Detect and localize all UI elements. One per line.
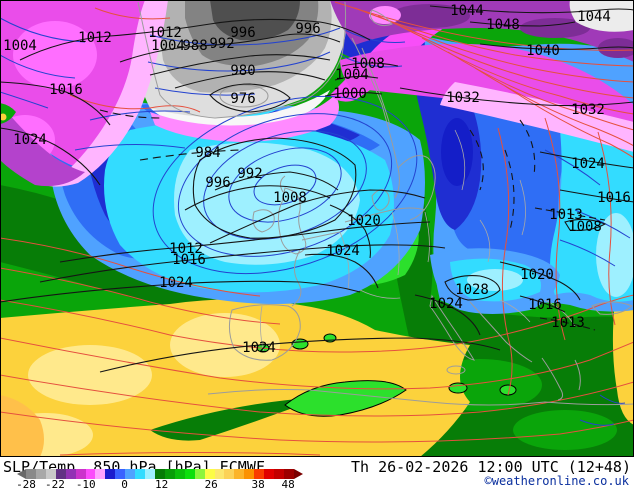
colorbar-segment [105,469,116,479]
colorbar-tick-label: 0 [121,478,128,490]
colorbar-segment [75,469,86,479]
pressure-label: 1024 [13,132,47,148]
colorbar-tick-label: 26 [204,478,218,490]
pressure-label: 980 [230,63,255,79]
pressure-label: 1008 [568,219,602,235]
coastline-layer [137,1,634,406]
colorbar-segment [204,469,215,479]
colorbar-tick-label: -28 [16,478,36,490]
colorbar-segment [194,469,205,479]
colorbar-segment [95,469,106,479]
pressure-label: 996 [230,25,255,41]
colorbar-tick-label: 48 [281,478,295,490]
colorbar-segment [154,469,165,479]
isotherm-blue-layer [0,17,631,426]
colorbar-segment [125,469,136,479]
colorbar-segment [184,469,195,479]
pressure-label: 1044 [577,9,611,25]
pressure-label: 1024 [429,296,463,312]
copyright-watermark: ©weatheronline.co.uk [484,474,630,488]
pressure-label: 1012 [78,30,112,46]
colorbar-segment [55,469,66,479]
pressure-label: 984 [195,145,220,161]
pressure-label: 1024 [159,275,193,291]
colorbar-tick-label: -10 [75,478,96,490]
pressure-label: 1020 [347,213,381,229]
pressure-label: 1032 [571,102,605,118]
pressure-label: 1028 [455,282,489,298]
colorbar-tick-labels: -28 -22 -10 0 12 26 38 48 [16,478,303,490]
pressure-label: 1024 [326,243,360,259]
map-footer: SLP/Temp. 850 hPa [hPa] ECMWF Th 26-02-2… [0,457,634,490]
colorbar-segment [145,469,155,479]
colorbar-tick-label: -22 [45,478,65,490]
colorbar-segment [85,469,96,479]
colorbar-segment [35,469,46,479]
colorbar-segment [224,469,235,479]
colorbar-segment [135,469,146,479]
pressure-label: 1044 [450,3,484,19]
isotherm-red-layer [0,1,634,456]
pressure-label: 1032 [446,90,480,106]
colorbar-left-arrow-icon [17,469,26,479]
colorbar-segment [164,469,175,479]
colorbar-segment [174,469,185,479]
pressure-label: 988 [182,38,207,54]
pressure-label: 1016 [597,190,631,206]
colorbar-segment [214,469,225,479]
colorbar-tick-label: 38 [251,478,265,490]
colorbar-segment [45,469,56,479]
colorbar-segment [234,469,245,479]
pressure-label: 1012 [148,25,182,41]
temperature-colorbar [17,469,303,479]
pressure-label: 1016 [49,82,83,98]
temperature-fill-layer [0,0,634,457]
pressure-label: 1013 [551,315,585,331]
colorbar-segment [65,469,76,479]
colorbar-right-arrow-icon [294,469,303,479]
pressure-label: 1040 [526,43,560,59]
pressure-label: 1024 [571,156,605,172]
colorbar-segment [283,469,294,479]
pressure-label: 1013 [549,207,583,223]
pressure-label: 1024 [242,340,276,356]
pressure-label: 1012 [169,241,203,257]
colorbar-segments [26,469,294,479]
pressure-label: 1008 [273,190,307,206]
pressure-label: 976 [230,91,255,107]
pressure-label: 1048 [486,17,520,33]
pressure-label: 992 [209,36,234,52]
pressure-label: 996 [205,175,230,191]
datetime-label: Th 26-02-2026 12:00 UTC (12+48) [351,458,631,476]
map-canvas: 1004 1012 1016 1024 1012 1004 988 992 996 996 980 9… [0,0,634,457]
pressure-label: 1000 [333,86,367,102]
pressure-label: 1004 [3,38,37,54]
colorbar-segment [26,469,36,479]
pressure-label: 1004 [151,38,185,54]
pressure-label: 996 [295,21,320,37]
pressure-label: 1020 [520,267,554,283]
pressure-label: 1016 [172,252,206,268]
colorbar-segment [244,469,255,479]
pressure-label: 1008 [351,56,385,72]
pressure-label: 992 [237,166,262,182]
colorbar-tick-label: 12 [154,478,169,490]
pressure-label: 1004 [335,67,369,83]
pressure-label: 1016 [528,297,562,313]
isobar-layer [0,5,634,373]
colorbar-segment [274,469,284,479]
colorbar-segment [264,469,275,479]
colorbar-segment [115,469,126,479]
colorbar-segment [254,469,265,479]
